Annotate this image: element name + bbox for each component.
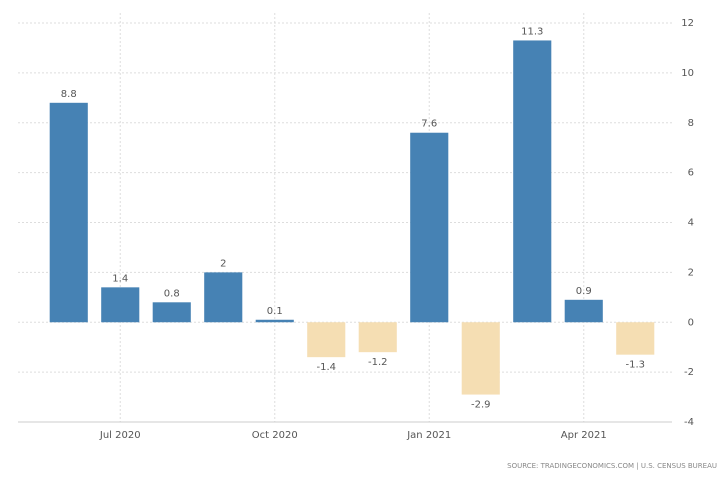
x-tick-label: Jul 2020 — [99, 430, 141, 441]
bar — [255, 319, 294, 323]
value-label: 11.3 — [521, 26, 543, 37]
y-tick-label: 4 — [688, 218, 694, 229]
x-tick-label: Apr 2021 — [561, 430, 607, 441]
value-label: 0.8 — [164, 288, 180, 299]
y-tick-label: 0 — [688, 317, 694, 328]
bar — [358, 322, 397, 353]
bar — [410, 132, 449, 323]
value-label: 1.4 — [112, 273, 128, 284]
y-tick-label: -4 — [684, 417, 694, 428]
y-tick-label: 10 — [681, 68, 694, 79]
y-tick-label: 2 — [688, 267, 694, 278]
x-tick-label: Jan 2021 — [406, 430, 451, 441]
bar — [616, 322, 655, 355]
y-tick-label: 12 — [681, 18, 694, 29]
bar — [204, 272, 243, 323]
value-label: -1.2 — [368, 357, 388, 368]
bar — [101, 287, 140, 323]
bar — [152, 302, 191, 323]
x-tick-label: Oct 2020 — [252, 430, 298, 441]
y-tick-label: 8 — [688, 118, 694, 129]
value-label: -1.3 — [625, 360, 645, 371]
bar — [49, 102, 88, 323]
bar — [564, 299, 603, 323]
bar — [307, 322, 346, 358]
value-label: 0.9 — [576, 286, 592, 297]
value-label: -1.4 — [316, 362, 336, 373]
source: SOURCE: TRADINGECONOMICS.COM | U.S. CENS… — [507, 462, 717, 470]
value-label: 8.8 — [61, 89, 77, 100]
value-label: 0.1 — [267, 306, 283, 317]
bar — [513, 40, 552, 323]
y-tick-label: 6 — [688, 168, 694, 179]
value-label: 2 — [220, 258, 226, 269]
bar — [461, 322, 500, 395]
value-label: -2.9 — [471, 400, 491, 411]
y-tick-label: -2 — [684, 367, 694, 378]
value-label: 7.6 — [421, 119, 437, 130]
